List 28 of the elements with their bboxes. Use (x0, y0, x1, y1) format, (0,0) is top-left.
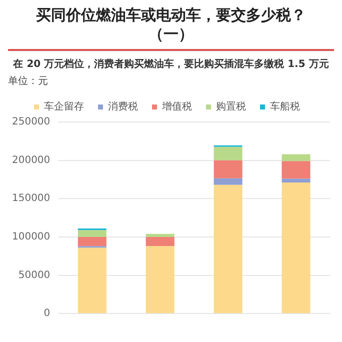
y-tick-label: 150000 (12, 193, 50, 204)
bar (214, 184, 242, 314)
y-axis-title: 单位：元 (8, 74, 49, 88)
legend-label: 车船税 (270, 100, 300, 113)
y-tick-label: 250000 (12, 116, 50, 128)
bar (78, 230, 106, 237)
bar (214, 178, 242, 185)
legend-label: 车企留存 (44, 100, 84, 113)
bar (214, 146, 242, 160)
bar (146, 246, 174, 314)
bar (146, 236, 174, 246)
bar (282, 182, 310, 314)
chart-title: 买同价位燃油车或电动车，要交多少税？（一） (8, 0, 334, 51)
bar (146, 234, 174, 237)
legend-label: 消费税 (108, 100, 138, 113)
bar (78, 236, 106, 246)
y-tick-label: 50000 (18, 270, 50, 281)
bar (214, 160, 242, 178)
bar (78, 248, 106, 314)
legend-label: 增值税 (161, 100, 192, 113)
bar (282, 161, 310, 179)
legend-label: 购置税 (216, 100, 246, 113)
bar (282, 178, 310, 183)
y-tick-label: 0 (44, 308, 50, 320)
y-tick-label: 100000 (12, 232, 50, 243)
bar (282, 154, 310, 162)
chart-subtitle: 在 20 万元档位，消费者购买燃油车，要比购买插混车多缴税 1.5 万元 (12, 57, 330, 71)
y-tick-label: 200000 (12, 154, 50, 166)
